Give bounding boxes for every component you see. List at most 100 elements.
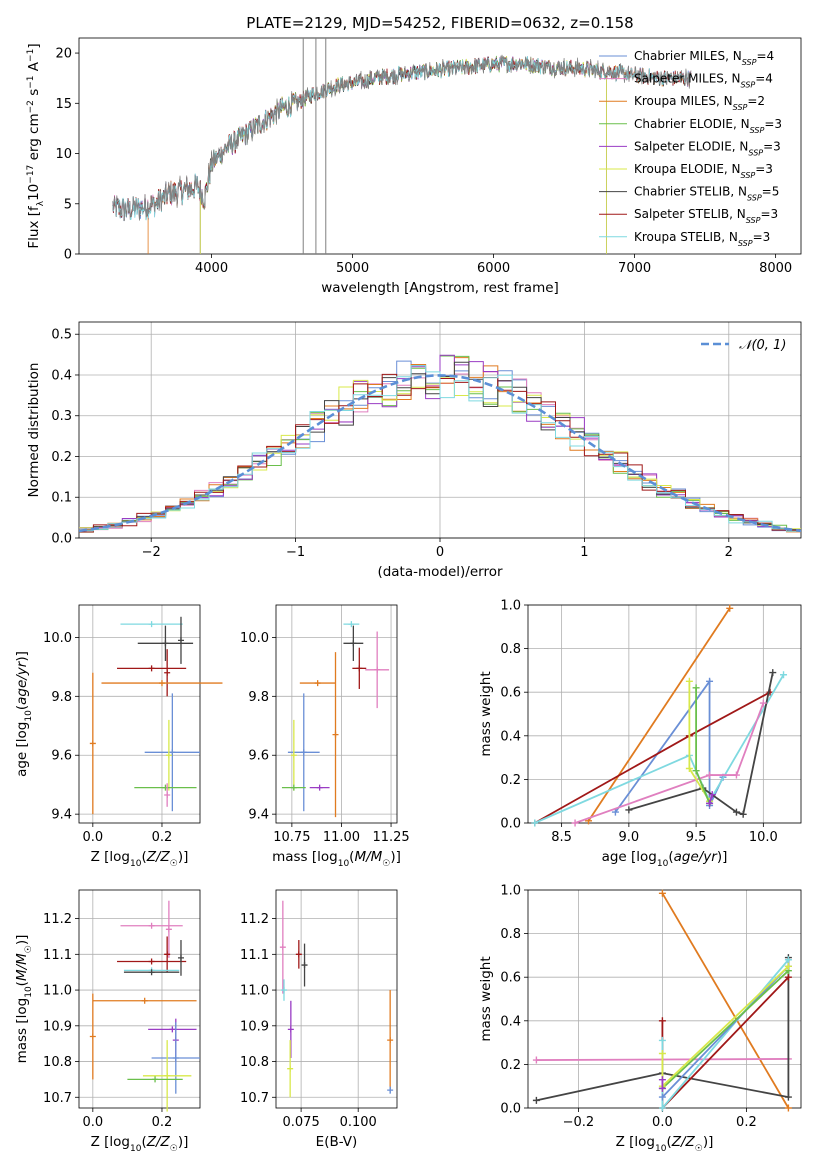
series-marker bbox=[732, 771, 740, 779]
histograms bbox=[79, 354, 801, 533]
x-tick-label: 9.5 bbox=[686, 830, 707, 845]
label-part: ☉ bbox=[382, 859, 390, 869]
series-line bbox=[587, 607, 731, 822]
label-part: )] bbox=[390, 849, 401, 865]
label-part: −17 bbox=[26, 165, 36, 184]
y-tick-label: 0.0 bbox=[500, 817, 521, 832]
data-point bbox=[165, 752, 172, 759]
model-spectrum bbox=[199, 56, 607, 254]
x-tick-label: 8000 bbox=[759, 261, 792, 276]
series-marker bbox=[611, 808, 619, 816]
data-point bbox=[356, 665, 363, 672]
y-tick-label: 0.0 bbox=[500, 1102, 521, 1117]
legend-text: Salpeter ELODIE, N bbox=[634, 139, 748, 153]
data-point bbox=[141, 997, 148, 1004]
label-part: ☉ bbox=[170, 859, 178, 869]
data-point bbox=[164, 792, 171, 799]
x-tick-label: 0.075 bbox=[283, 1115, 320, 1130]
label-part: s bbox=[26, 89, 42, 100]
y-tick-label: 1.0 bbox=[500, 884, 521, 899]
series-marker bbox=[780, 671, 788, 679]
legend-text: =2 bbox=[747, 94, 765, 108]
label-part: )] bbox=[178, 849, 189, 865]
label-part: 10 bbox=[26, 184, 42, 201]
legend-text: Kroupa MILES, N bbox=[634, 94, 733, 108]
y-tick-label: 0.3 bbox=[51, 409, 72, 424]
data-point bbox=[148, 621, 155, 628]
series-marker bbox=[732, 808, 740, 816]
legend-text: Chabrier ELODIE, N bbox=[634, 117, 750, 131]
y-tick-label: 11.1 bbox=[43, 948, 72, 963]
age-vs-Z-panel: 0.0 0.29.49.69.810.0Z [log10(Z/Z☉)]age [l… bbox=[14, 604, 223, 869]
y-tick-label: 10.8 bbox=[240, 1055, 269, 1070]
data-point bbox=[164, 1072, 171, 1079]
data-point bbox=[387, 1037, 394, 1044]
series-marker bbox=[706, 677, 714, 685]
histogram-step bbox=[79, 365, 801, 532]
weight-vs-age-panel: 8.5 9.0 9.5 10.0 0.0 0.2 0.4 0.6 0.8 1.0 age [log1… bbox=[478, 599, 802, 869]
x-axis-label: (data-model)/error bbox=[377, 564, 503, 580]
label-part: age [log bbox=[14, 722, 30, 777]
y-tick-label: 5 bbox=[64, 197, 72, 212]
legend-text: Kroupa ELODIE, N bbox=[634, 162, 741, 176]
y-tick-label: 11.0 bbox=[240, 984, 269, 999]
x-tick-label: 11.00 bbox=[323, 830, 360, 845]
y-tick-label: 10.7 bbox=[240, 1091, 269, 1106]
mass-vs-Z-panel: 0.0 0.210.710.810.911.011.111.2Z [log10(Z… bbox=[14, 889, 201, 1154]
x-tick-label: 10.75 bbox=[273, 830, 310, 845]
data-point bbox=[295, 951, 302, 958]
y-tick-label: 1.0 bbox=[500, 599, 521, 614]
residuals-panel: −2 −1 0 1 2 0.0 0.1 0.2 0.3 0.4 0.5 𝒩(0, 1) (data-mo… bbox=[26, 321, 802, 580]
legend-sub: SSP bbox=[738, 238, 753, 247]
y-axis-label: mass [log10(M/M☉)] bbox=[14, 935, 34, 1064]
legend-text: Salpeter MILES, N bbox=[634, 72, 741, 86]
x-axis-label: age [log10(age/yr)] bbox=[602, 849, 728, 869]
series-marker bbox=[532, 1096, 540, 1104]
x-tick-label: 0.0 bbox=[652, 1115, 673, 1130]
legend-entry: Salpeter MILES, NSSP=4 bbox=[634, 72, 773, 90]
legend-text: =5 bbox=[762, 185, 780, 199]
legend-text: Kroupa STELIB, N bbox=[634, 230, 738, 244]
data-point bbox=[164, 951, 171, 958]
series-marker bbox=[726, 604, 734, 612]
legend-entry: Chabrier ELODIE, NSSP=3 bbox=[634, 117, 782, 135]
spectrum-lines bbox=[112, 38, 692, 254]
series-marker bbox=[739, 810, 747, 818]
y-tick-label: 9.4 bbox=[248, 808, 269, 823]
x-tick-label: 0.100 bbox=[340, 1115, 377, 1130]
legend-entry: Kroupa STELIB, NSSP=3 bbox=[634, 230, 770, 248]
legend-sub: SSP bbox=[741, 80, 756, 89]
series-line bbox=[661, 965, 790, 1089]
label-part: Z [log bbox=[91, 849, 130, 865]
label-part: ( bbox=[141, 849, 146, 865]
series-marker bbox=[759, 699, 767, 707]
series-marker bbox=[571, 819, 579, 827]
x-axis-label: E(B-V) bbox=[316, 1134, 358, 1150]
label-part: )] bbox=[703, 1134, 714, 1150]
legend-text: =3 bbox=[760, 207, 778, 221]
label-part: age/yr bbox=[674, 849, 719, 865]
label-part: ☉ bbox=[24, 945, 34, 953]
label-part: A bbox=[26, 61, 42, 75]
x-tick-label: 6000 bbox=[477, 261, 510, 276]
data-point bbox=[387, 1087, 394, 1094]
series-marker bbox=[532, 1056, 540, 1064]
data-point bbox=[177, 954, 184, 961]
figure-title: PLATE=2129, MJD=54252, FIBERID=0632, z=0… bbox=[246, 14, 633, 32]
legend-text: =3 bbox=[763, 139, 781, 153]
label-part: M/M bbox=[14, 953, 30, 981]
data-point bbox=[290, 784, 297, 791]
data-point bbox=[314, 680, 321, 687]
y-tick-label: 0.2 bbox=[500, 773, 521, 788]
x-tick-label: −1 bbox=[286, 545, 305, 560]
y-tick-label: 11.1 bbox=[240, 948, 269, 963]
y-axis-label: mass weight bbox=[478, 671, 494, 756]
y-axis-label: Flux [fλ10−17 erg cm−2 s−1 A−1] bbox=[26, 43, 46, 248]
axes-frame bbox=[78, 321, 802, 539]
data-point bbox=[300, 749, 307, 756]
y-axis-label: Normed distribution bbox=[26, 363, 42, 498]
data-point bbox=[152, 1076, 159, 1083]
x-tick-label: 11.25 bbox=[372, 830, 409, 845]
y-tick-label: 0.4 bbox=[51, 368, 72, 383]
x-tick-label: −2 bbox=[142, 545, 161, 560]
